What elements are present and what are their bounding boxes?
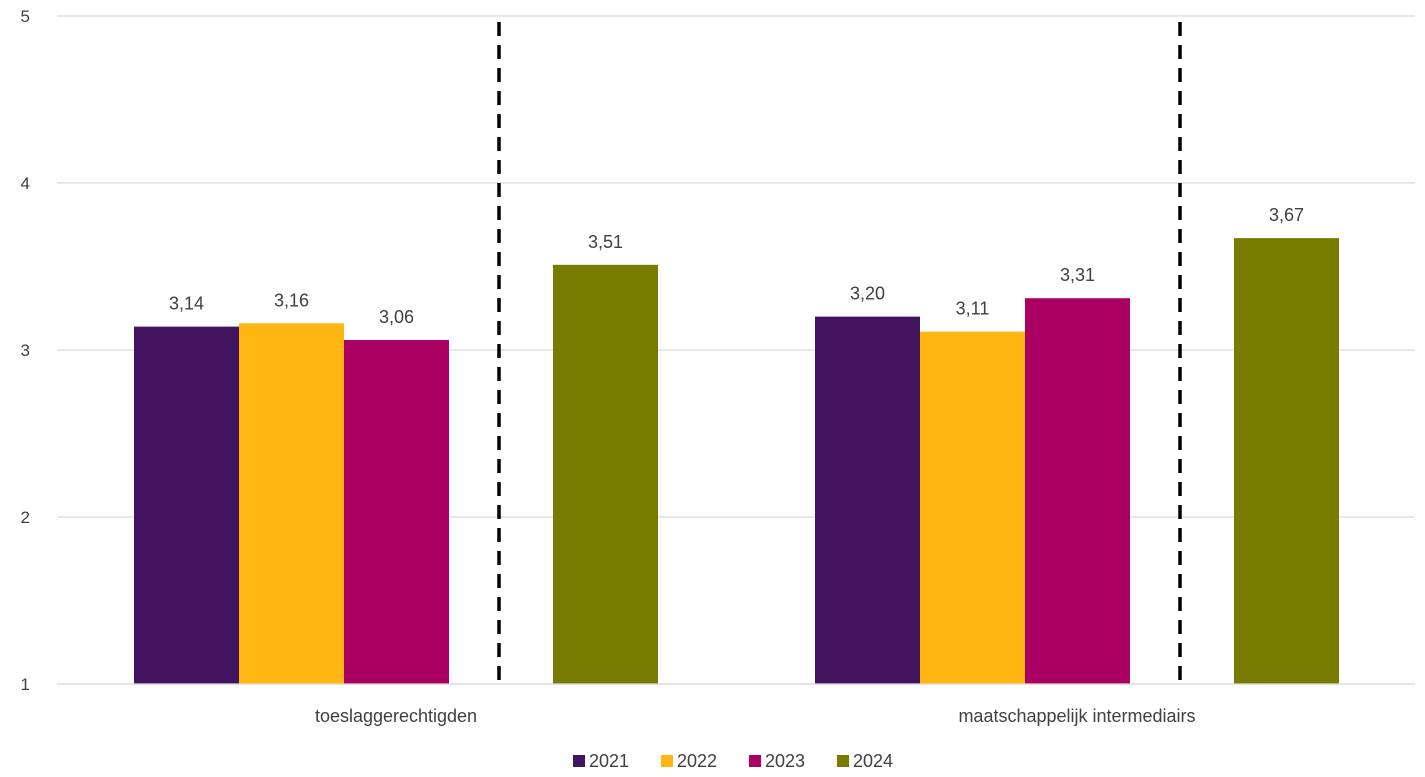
data-label: 3,51 xyxy=(588,232,623,252)
legend-swatch-2024 xyxy=(837,755,849,767)
bar-2021 xyxy=(815,316,920,684)
x-category-label: toeslaggerechtigden xyxy=(315,706,477,726)
bar-2021 xyxy=(134,326,239,684)
data-label: 3,06 xyxy=(379,307,414,327)
legend-label: 2021 xyxy=(589,751,629,771)
y-tick-label: 1 xyxy=(21,675,30,694)
bar-2023 xyxy=(1025,298,1130,684)
legend-swatch-2021 xyxy=(573,755,585,767)
legend-swatch-2022 xyxy=(661,755,673,767)
data-label: 3,67 xyxy=(1269,205,1304,225)
bar-2022 xyxy=(239,323,344,684)
data-label: 3,14 xyxy=(169,294,204,314)
data-label: 3,11 xyxy=(956,299,990,319)
legend-label: 2022 xyxy=(677,751,717,771)
data-label: 3,31 xyxy=(1060,265,1095,285)
y-tick-label: 5 xyxy=(21,7,30,26)
bar-2024 xyxy=(1234,238,1339,685)
data-label: 3,16 xyxy=(274,290,309,310)
bar-2022 xyxy=(920,331,1025,684)
bar-2024 xyxy=(553,264,658,684)
x-category-label: maatschappelijk intermediairs xyxy=(958,706,1195,726)
y-tick-label: 3 xyxy=(21,341,30,360)
y-tick-label: 4 xyxy=(21,174,30,193)
bar-2023 xyxy=(344,339,449,684)
y-tick-label: 2 xyxy=(21,508,30,527)
legend-swatch-2023 xyxy=(749,755,761,767)
legend-label: 2024 xyxy=(853,751,893,771)
data-label: 3,20 xyxy=(850,284,885,304)
legend-label: 2023 xyxy=(765,751,805,771)
